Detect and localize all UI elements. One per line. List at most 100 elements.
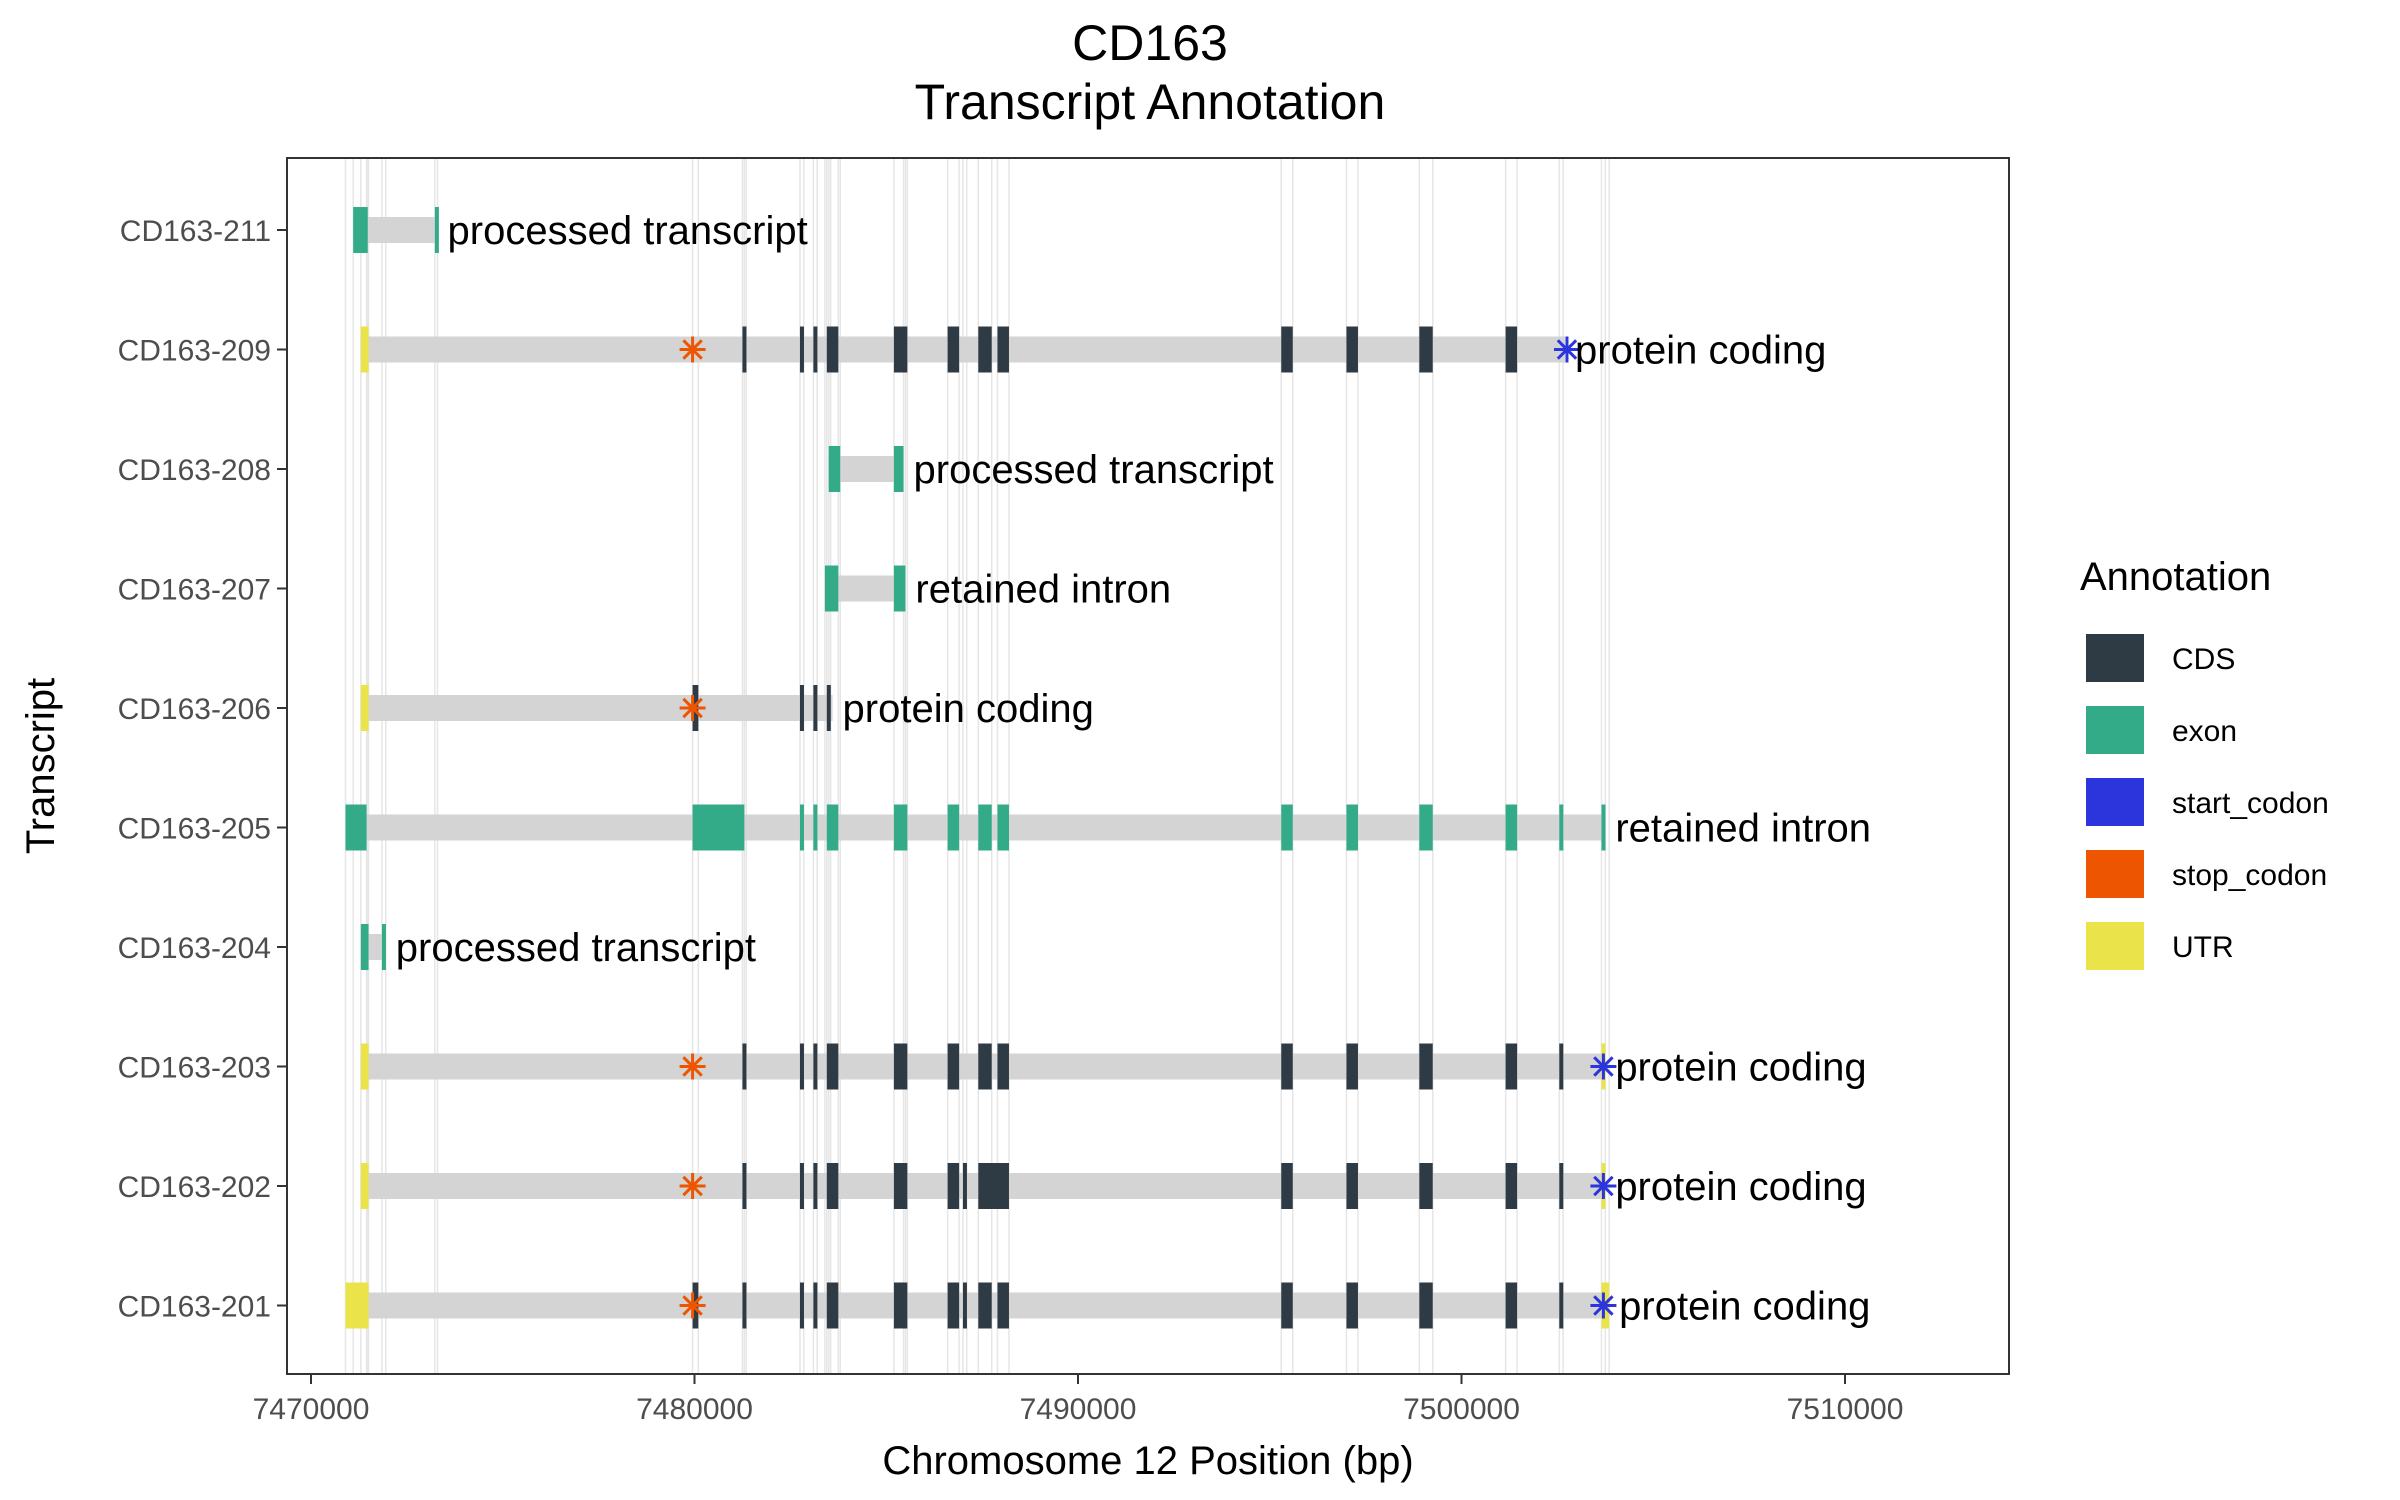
cds-block [1346,326,1358,373]
codon-stroke [682,1295,703,1316]
biotype-label: protein coding [1575,329,1826,373]
transcript-track [360,326,1580,373]
transcript-backbone [345,1292,1610,1319]
start-codon-marker [1590,1292,1617,1319]
cds-block [978,1282,992,1329]
cds-block [1559,1282,1564,1329]
cds-block [826,685,831,731]
cds-block [1346,1282,1358,1329]
cds-block [978,1163,1009,1209]
exon-block [813,804,818,851]
utr-block [360,1043,369,1090]
y-tick-label: CD163-206 [118,693,271,726]
cds-block [742,1282,747,1329]
cds-block [947,1163,960,1209]
cds-block [826,1282,839,1329]
utr-block [360,685,369,731]
cds-block [893,1163,908,1209]
transcript-track [360,1163,1617,1209]
y-tick-label: CD163-204 [118,932,271,965]
exon-block [828,446,841,492]
transcript-track [360,685,833,731]
utr-block [360,1163,369,1209]
codon-stroke [1593,1056,1614,1077]
cds-block [742,1163,747,1209]
codon-stroke [682,1056,703,1077]
cds-block [893,326,908,373]
stop-codon-marker [679,1173,706,1199]
codon-stroke [1593,1175,1614,1197]
start-codon-marker [1590,1173,1617,1199]
cds-block [799,1282,804,1329]
cds-block [1505,1163,1518,1209]
cds-block [947,326,960,373]
exon-block [1346,804,1358,851]
biotype-label: retained intron [915,568,1171,612]
y-tick-label: CD163-209 [118,335,271,368]
transcript-backbone [345,814,1606,841]
cds-block [799,326,804,373]
exon-block [1419,804,1433,851]
stop-codon-marker [679,1292,706,1319]
transcript-backbone [360,695,833,721]
y-tick-label: CD163-207 [118,574,271,607]
cds-block [947,1282,960,1329]
legend-item: exon [2086,706,2237,754]
legend-label: start_codon [2172,787,2329,820]
exon-block [947,804,960,851]
biotype-label: processed transcript [914,448,1274,492]
exon-block [1281,804,1293,851]
cds-block [1281,1043,1293,1090]
cds-block [1505,1043,1518,1090]
biotype-labels: processed transcript protein coding proces… [396,209,1871,1329]
y-tick-label: CD163-203 [118,1052,271,1085]
legend-swatch [2086,706,2144,754]
legend-swatch [2086,850,2144,898]
cds-block [1281,326,1293,373]
legend-swatch [2086,634,2144,682]
biotype-label: retained intron [1615,807,1871,851]
transcript-track [353,207,439,253]
legend-swatch [2086,922,2144,970]
biotype-label: protein coding [1615,1046,1866,1090]
exon-block [345,804,367,851]
legend-item: start_codon [2086,778,2329,826]
cds-block [1559,1043,1564,1090]
transcript-backbone [360,336,1566,363]
exon-block [997,804,1009,851]
legend-item: stop_codon [2086,850,2327,898]
codon-stroke [682,697,703,719]
cds-block [813,326,818,373]
start-codon-marker [1553,336,1580,363]
x-tick-label: 7480000 [636,1393,753,1426]
transcript-track [345,804,1606,851]
exon-block [692,804,745,851]
exon-block [824,565,839,612]
cds-block [799,1043,804,1090]
cds-block [997,1282,1009,1329]
y-axis-title: Transcript [19,678,63,854]
cds-block [813,685,818,731]
transcript-track [345,1282,1617,1329]
exon-block [1601,804,1606,851]
y-axis: CD163-211 CD163-209 CD163-208 CD163-207 CD16… [118,215,287,1324]
exon-block [1559,804,1564,851]
codon-stroke [682,339,703,360]
cds-block [962,1282,967,1329]
exon-block [978,804,992,851]
exon-block [381,924,386,970]
biotype-label: processed transcript [396,926,756,970]
y-tick-label: CD163-211 [120,215,271,248]
cds-block [997,1043,1009,1090]
cds-block [742,326,747,373]
exon-block [799,804,804,851]
legend-item: CDS [2086,634,2235,682]
cds-block [1346,1043,1358,1090]
legend-swatch [2086,778,2144,826]
y-tick-label: CD163-205 [118,813,271,846]
cds-block [978,326,992,373]
chart-title: CD163 [1072,15,1228,71]
cds-block [826,326,839,373]
cds-block [1419,1043,1433,1090]
